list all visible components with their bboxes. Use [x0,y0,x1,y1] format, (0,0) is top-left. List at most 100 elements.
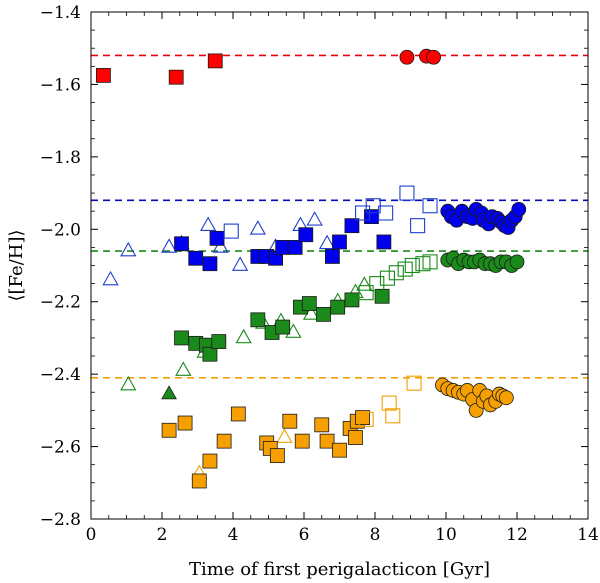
x-tick-label: 6 [299,525,310,545]
blue-open-triangles-point [318,234,336,250]
orange-filled-squares-point [294,433,310,449]
green-filled-squares-series [174,288,390,362]
blue-filled-squares-point [376,234,392,250]
blue-filled-squares-series [174,209,392,272]
red-filled-squares-point [168,69,184,85]
x-tick-label: 14 [577,525,599,545]
orange-filled-squares-point [282,413,298,429]
blue-open-squares-point [378,205,394,221]
green-open-triangles-point [120,375,137,391]
orange-filled-squares-point [319,433,335,449]
orange-filled-circles-point [498,390,514,406]
blue-filled-squares-point [344,218,360,234]
blue-open-squares-point [422,198,438,214]
blue-filled-circles-series [440,201,527,235]
green-open-squares-point [369,276,385,292]
blue-filled-squares-point [209,230,225,246]
y-tick-label: −1.6 [40,75,81,95]
green-filled-squares-point [374,288,390,304]
blue-filled-squares-point [275,239,291,255]
x-tick-label: 2 [157,525,168,545]
blue-open-triangles-point [212,238,229,253]
x-tick-label: 8 [370,525,381,545]
red-filled-squares-point [96,67,111,83]
x-tick-label: 10 [435,525,457,545]
x-tick-label: 0 [86,525,97,545]
blue-open-triangles-point [231,256,249,271]
green-filled-squares-point [344,292,360,308]
x-axis-label: Time of first perigalacticon [Gyr] [189,559,490,580]
blue-filled-squares-point [188,250,204,266]
orange-filled-squares-point [332,442,347,458]
blue-open-triangles-point [200,216,217,232]
green-filled-circles-point [509,254,525,270]
orange-filled-squares-point [216,433,232,449]
blue-open-squares-point [410,218,426,234]
blue-open-squares-point [399,185,415,201]
orange-open-squares-series [358,375,422,427]
green-open-triangles-point [175,361,192,376]
y-tick-label: −2.2 [40,293,81,313]
y-tick-label: −2.8 [40,510,81,530]
orange-filled-squares-point [348,430,363,445]
orange-open-squares-point [381,395,397,411]
green-filled-squares-point [174,330,189,346]
green-open-squares-point [422,254,438,270]
blue-filled-squares-point [174,236,189,252]
y-tick-label: −1.4 [40,3,81,23]
green-open-squares-series [358,254,438,301]
green-open-triangles-point [356,276,373,291]
y-tick-label: −2.6 [40,438,81,458]
orange-filled-squares-point [202,453,218,469]
green-filled-triangle-point [161,385,177,400]
red-filled-squares-point [207,53,223,69]
blue-open-triangles-point [102,270,119,286]
orange-filled-squares-point [177,415,193,431]
y-tick-label: −2.4 [40,365,81,385]
x-tick-label: 12 [506,525,528,545]
green-open-squares-point [358,285,374,301]
red-filled-circles-point [399,49,415,65]
orange-filled-squares-point [269,448,285,464]
blue-filled-squares-point [324,249,340,264]
green-filled-squares-point [301,296,317,311]
red-filled-circles-point [426,49,441,65]
orange-filled-squares-point [191,473,207,489]
green-filled-triangle-series [161,385,177,400]
blue-filled-circles-point [511,201,527,217]
green-filled-squares-point [202,346,218,362]
y-axis-label: ⟨[Fe/H]⟩ [6,229,27,301]
red-filled-squares-series [96,53,223,85]
orange-filled-squares-point [314,417,330,433]
blue-filled-squares-point [287,239,303,255]
blue-open-triangles-point [120,241,137,257]
x-tick-label: 4 [228,525,239,545]
green-open-squares-point [404,257,420,274]
blue-open-squares-point [223,223,239,239]
orange-filled-circles-series [435,377,514,418]
y-tick-label: −1.8 [40,148,81,168]
orange-open-squares-point [385,408,401,424]
blue-open-squares-series [223,185,438,239]
orange-filled-squares-point [161,422,177,438]
green-filled-squares-point [275,319,291,335]
orange-open-squares-point [406,375,422,391]
blue-open-triangles-point [160,238,178,253]
green-open-squares-point [388,265,404,281]
green-filled-squares-point [316,306,331,322]
green-filled-circles-series [440,250,525,273]
blue-open-triangles-point [249,220,266,235]
y-tick-label: −2.0 [40,220,81,240]
blue-open-triangles-point [306,211,323,226]
orange-filled-squares-point [230,406,246,422]
blue-filled-squares-point [332,234,347,250]
green-filled-squares-point [330,299,346,315]
green-open-triangles-point [235,328,252,344]
orange-open-squares-point [358,411,374,427]
red-filled-circles-series [399,48,441,65]
green-open-squares-point [379,270,395,286]
blue-filled-squares-point [202,256,218,272]
